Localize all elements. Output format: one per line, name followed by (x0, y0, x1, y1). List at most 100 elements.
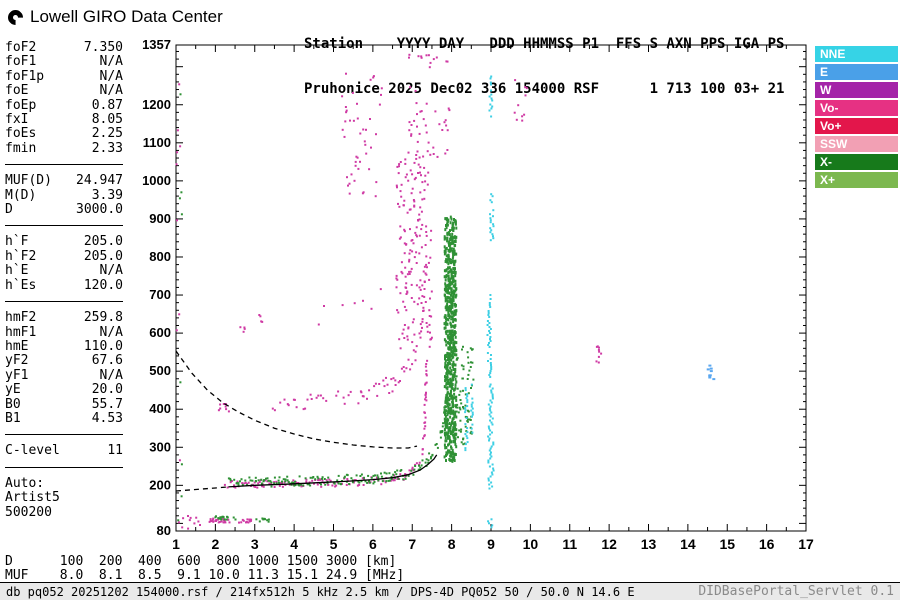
param-value: N/A (99, 68, 123, 84)
auto-label: Auto: (5, 475, 45, 491)
param-value: 67.6 (91, 353, 123, 369)
param-value: N/A (99, 263, 123, 279)
param-label: h`F (5, 234, 29, 250)
separator-line (5, 301, 123, 303)
param-label: foEp (5, 97, 37, 113)
x-tick-label: 9 (487, 536, 495, 552)
param-row-b0: B0 55.7 (5, 396, 123, 412)
param-row-fmin: fmin 2.33 (5, 140, 123, 156)
y-tick-label: 400 (149, 401, 171, 416)
param-label: M(D) (5, 187, 37, 203)
legend-item-vo-: Vo- (815, 100, 898, 116)
x-tick-label: 17 (798, 536, 814, 552)
param-value: 0.87 (91, 97, 123, 113)
status-bar: db pq052 20251202 154000.rsf / 214fx512h… (0, 582, 900, 600)
param-value: N/A (99, 54, 123, 70)
param-row-hes: h`Es 120.0 (5, 278, 123, 293)
param-row-hf: h`F 205.0 (5, 234, 123, 250)
param-value: 205.0 (83, 234, 123, 250)
giro-logo-icon (4, 6, 27, 28)
param-value: 20.0 (91, 382, 123, 398)
y-tick-label: 1200 (142, 97, 171, 112)
artist-fit-curves (175, 350, 438, 492)
lowell-giro-logo: Lowell GIRO Data Center (4, 6, 223, 28)
param-label: B0 (5, 396, 21, 412)
legend-item-w: W (815, 82, 898, 98)
legend-item-vo+: Vo+ (815, 118, 898, 134)
param-label: MUF(D) (5, 173, 52, 189)
x-tick-label: 1 (172, 536, 180, 552)
station-header: Station YYYY DAY DDD HHMMSS P1 FFS S AXN… (304, 7, 784, 127)
separator-line (5, 225, 123, 227)
param-value: 110.0 (83, 338, 123, 354)
x-tick-label: 14 (680, 536, 696, 552)
param-row-hmf2: hmF2 259.8 (5, 310, 123, 326)
param-row-fof2: foF2 7.350 (5, 40, 123, 55)
param-row-hmf1: hmF1 N/A (5, 325, 123, 340)
x-tick-label: 11 (562, 536, 577, 552)
distance-row: D 100 200 400 600 800 1000 1500 3000 [km… (5, 554, 397, 569)
x-tick-label: 6 (369, 536, 377, 552)
param-row-foe: foE N/A (5, 83, 123, 98)
param-label: C-level (5, 443, 60, 459)
param-value: 205.0 (83, 248, 123, 264)
param-label: hmF2 (5, 310, 37, 326)
auto-line-2: 500200 (5, 504, 52, 520)
param-value: N/A (99, 367, 123, 383)
x-tick-label: 5 (330, 536, 338, 552)
param-label: h`F2 (5, 248, 37, 264)
direction-legend: NNE E W Vo- Vo+ SSW X- X+ (815, 46, 898, 190)
muf-row: MUF 8.0 8.1 8.5 9.1 10.0 11.3 15.1 24.9 … (5, 568, 405, 583)
param-group: C-level 11 (5, 443, 123, 459)
param-row-mufd: MUF(D) 24.947 (5, 173, 123, 189)
param-row-foep: foEp 0.87 (5, 97, 123, 113)
param-group: hmF2 259.8 hmF1 N/A hmE 110.0 yF2 67.6 yF1 N/A yE 2… (5, 310, 123, 426)
param-row-clevel: C-level 11 (5, 443, 123, 459)
x-tick-label: 8 (448, 536, 456, 552)
trace-fit-extrapolated (175, 486, 229, 492)
param-label: B1 (5, 410, 21, 426)
param-label: fmin (5, 140, 37, 156)
param-group: h`F 205.0 h`F2 205.0 h`E N/A h`Es 120.0 (5, 235, 123, 293)
param-row-fof1: foF1 N/A (5, 54, 123, 70)
param-row-fof1p: foF1p N/A (5, 68, 123, 84)
x-tick-label: 4 (290, 536, 298, 552)
servlet-version: DIDBasePortal_Servlet 0.1 (698, 584, 894, 599)
transmission-curve (175, 350, 418, 449)
param-row-md: M(D) 3.39 (5, 187, 123, 203)
param-value: 55.7 (91, 396, 123, 412)
param-row-yf2: yF2 67.6 (5, 353, 123, 369)
x-tick-label: 12 (601, 536, 617, 552)
x-tick-label: 10 (523, 536, 539, 552)
param-label: foEs (5, 126, 37, 142)
y-tick-label: 500 (149, 363, 171, 378)
param-label: foF2 (5, 40, 37, 55)
x-tick-label: 7 (408, 536, 416, 552)
param-label: yE (5, 382, 21, 398)
station-header-line2: Pruhonice 2025 Dec02 336 154000 RSF 1 71… (304, 81, 785, 97)
param-label: fxI (5, 112, 29, 128)
param-row-d: D 3000.0 (5, 202, 123, 218)
param-label: foF1 (5, 54, 37, 70)
param-row-foes: foEs 2.25 (5, 126, 123, 142)
x-tick-label: 15 (719, 536, 735, 552)
x-tick-label: 3 (251, 536, 259, 552)
y-tick-label: 800 (149, 249, 171, 264)
param-label: hmE (5, 338, 29, 354)
x-tick-label: 13 (641, 536, 657, 552)
x-tick-label: 2 (211, 536, 219, 552)
param-row-ye: yE 20.0 (5, 382, 123, 398)
param-value: 24.947 (76, 173, 123, 189)
param-group: foF2 7.350 foF1 N/A foF1p N/A foE N/A foEp 0.87 fx… (5, 40, 123, 156)
param-value: 3000.0 (76, 202, 123, 218)
param-row-fxi: fxI 8.05 (5, 112, 123, 128)
y-tick-label: 600 (149, 325, 171, 340)
y-tick-label: 700 (149, 287, 171, 302)
y-tick-label: 80 (157, 523, 171, 538)
param-row-hme: hmE 110.0 (5, 338, 123, 354)
legend-item-x-: X- (815, 154, 898, 170)
y-tick-label: 300 (149, 439, 171, 454)
param-row-hf2: h`F2 205.0 (5, 248, 123, 264)
param-label: foF1p (5, 68, 45, 84)
